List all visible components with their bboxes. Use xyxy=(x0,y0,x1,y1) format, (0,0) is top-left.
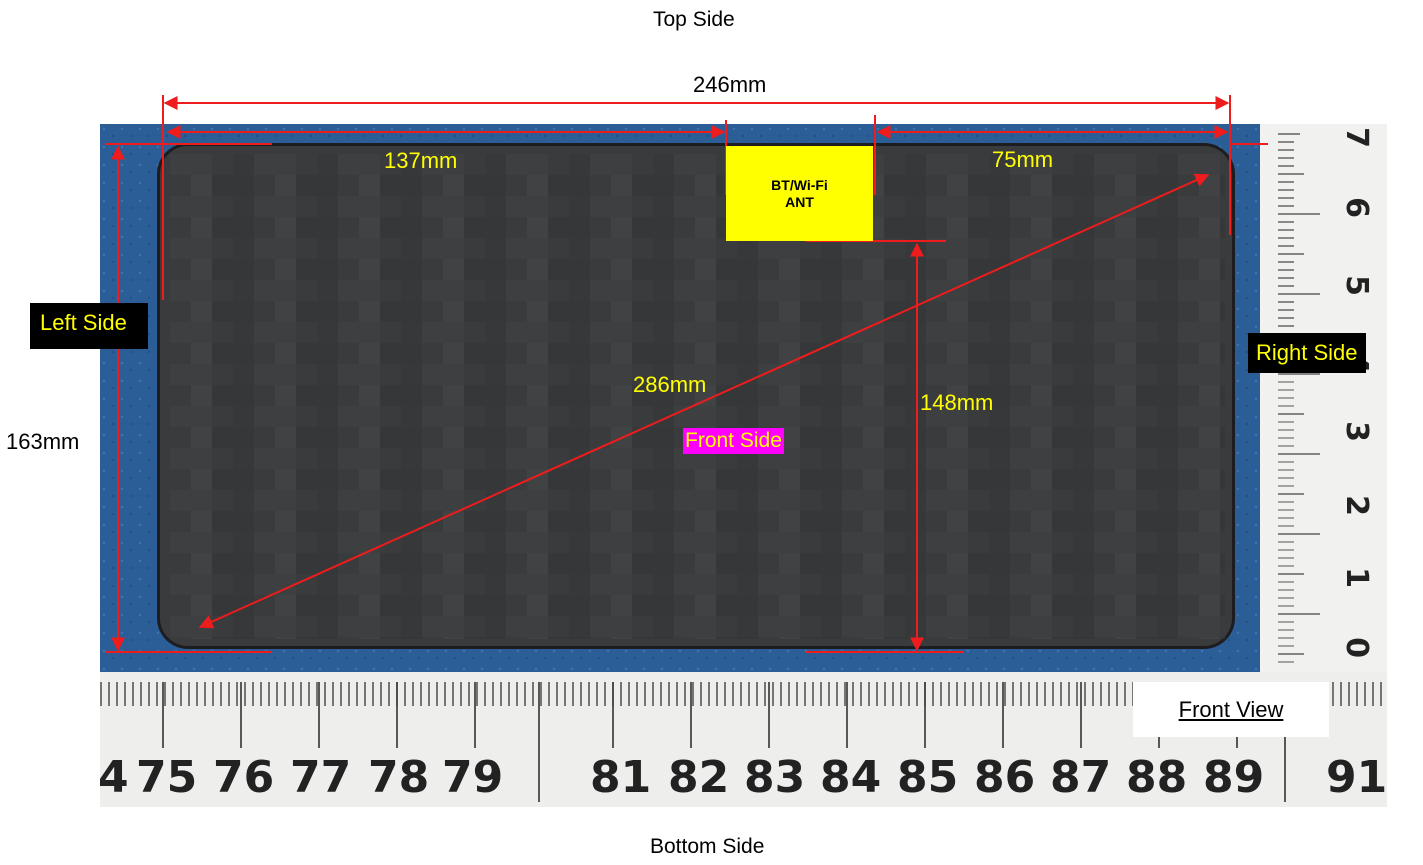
dim-137-label: 137mm xyxy=(384,148,457,174)
antenna-label-line1: BT/Wi-Fi xyxy=(771,177,828,194)
front-side-label: Front Side xyxy=(683,428,784,454)
dim-148-label: 148mm xyxy=(920,390,993,416)
antenna-marker: BT/Wi-Fi ANT xyxy=(726,146,873,241)
dim-246-label: 246mm xyxy=(693,72,766,98)
dim-163-label: 163mm xyxy=(6,429,81,455)
dim-286-label: 286mm xyxy=(633,372,706,398)
front-view-label: Front View xyxy=(1133,682,1329,737)
right-side-label: Right Side xyxy=(1248,333,1366,373)
dim-75-label: 75mm xyxy=(992,147,1053,173)
antenna-label-line2: ANT xyxy=(771,194,828,211)
left-side-label: Left Side xyxy=(30,303,148,349)
diagonal-286-line xyxy=(200,175,1208,627)
